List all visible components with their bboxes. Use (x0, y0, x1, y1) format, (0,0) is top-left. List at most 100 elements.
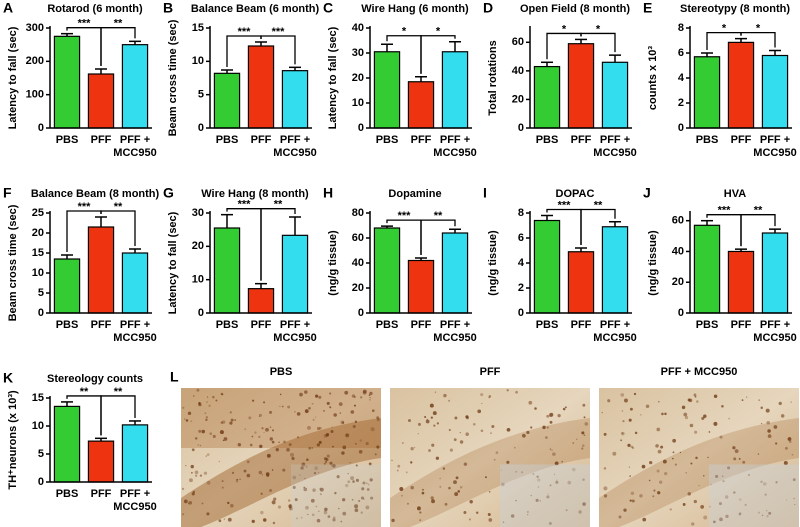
cell-speck (506, 460, 510, 464)
cell-speck (229, 411, 232, 414)
bar (441, 232, 469, 314)
significance-label: ** (80, 386, 89, 398)
cell-speck (757, 453, 760, 455)
significance-label: * (722, 23, 727, 35)
cell-speck (710, 483, 712, 486)
y-tick-label: 20 (512, 93, 524, 105)
cell-speck (448, 399, 451, 402)
cell-speck (198, 429, 202, 433)
cell-speck (565, 509, 568, 512)
cell-speck (315, 505, 318, 508)
significance-label: *** (558, 199, 572, 211)
cell-speck (349, 461, 351, 464)
cell-speck (326, 401, 330, 405)
bar (693, 224, 721, 314)
cell-speck (607, 399, 611, 403)
cell-speck (500, 469, 502, 471)
cell-speck (459, 485, 463, 489)
cell-speck (732, 446, 736, 450)
cell-speck (345, 433, 350, 438)
bar (373, 51, 401, 129)
x-tick-label: PFF + (280, 134, 310, 146)
x-tick-label: PFF + (760, 134, 790, 146)
cell-speck (741, 399, 744, 401)
cell-speck (294, 498, 298, 502)
cell-speck (336, 475, 340, 479)
cell-speck (463, 462, 468, 466)
cell-speck (272, 521, 276, 525)
x-tick-label: PFF + (120, 488, 150, 500)
x-tick-label: MCC950 (593, 147, 636, 159)
micrograph-haze (500, 464, 590, 527)
y-tick-label: 5 (38, 287, 44, 299)
cell-speck (338, 402, 343, 407)
x-tick-label: PFF (411, 319, 432, 331)
cell-speck (209, 432, 213, 435)
cell-speck (269, 410, 273, 414)
significance-label: ** (114, 18, 123, 30)
bar (247, 45, 275, 129)
cell-speck (510, 514, 515, 518)
cell-speck (307, 513, 309, 516)
micrograph-haze (709, 464, 799, 527)
cell-speck (306, 458, 309, 461)
y-axis-label: Latency to fall (sec) (167, 211, 179, 314)
cell-speck (199, 444, 202, 447)
micrograph-shade (181, 388, 381, 448)
y-tick-label: 0 (358, 122, 364, 134)
cell-speck (259, 444, 263, 449)
cell-speck (402, 442, 404, 444)
cell-speck (345, 483, 349, 488)
cell-speck (430, 496, 434, 500)
cell-speck (685, 472, 687, 474)
cell-speck (439, 485, 442, 488)
cell-speck (291, 456, 295, 461)
cell-speck (434, 391, 437, 393)
cell-speck (331, 426, 333, 428)
y-tick-label: 8 (518, 207, 524, 219)
cell-speck (184, 418, 186, 420)
cell-speck (301, 462, 306, 467)
cell-speck (658, 480, 663, 484)
y-axis-label: Latency to fall (sec) (7, 26, 19, 129)
cell-speck (459, 432, 461, 434)
cell-speck (352, 480, 355, 483)
bar (53, 405, 81, 483)
x-tick-label: MCC950 (113, 147, 156, 159)
cell-speck (288, 504, 293, 509)
x-tick-label: MCC950 (273, 332, 316, 344)
cell-speck (292, 485, 296, 489)
cell-speck (548, 521, 552, 525)
significance-label: *** (398, 210, 412, 222)
chart-title: Open Field (8 month) (520, 3, 630, 15)
cell-speck (463, 510, 467, 514)
bar (281, 234, 309, 314)
cell-speck (733, 457, 737, 461)
bar (567, 43, 595, 129)
cell-speck (488, 491, 491, 493)
y-tick-label: 40 (512, 65, 524, 77)
cell-speck (532, 473, 535, 475)
bar (441, 51, 469, 129)
panel-letter: G (163, 185, 174, 201)
cell-speck (215, 399, 218, 402)
cell-speck (198, 401, 201, 405)
significance-label: * (402, 26, 407, 38)
cell-speck (269, 426, 272, 429)
cell-speck (295, 517, 299, 520)
cell-speck (561, 460, 564, 463)
cell-speck (182, 513, 185, 516)
cell-speck (413, 446, 416, 449)
cell-speck (557, 413, 561, 418)
cell-speck (341, 421, 345, 424)
bar (761, 54, 789, 129)
significance-label: * (436, 26, 441, 38)
significance-label: *** (238, 26, 252, 38)
cell-speck (432, 411, 437, 416)
cell-speck (350, 476, 355, 481)
y-tick-label: 2 (678, 97, 684, 109)
bar (87, 226, 115, 314)
micrograph-band (390, 418, 590, 527)
x-tick-label: PFF (91, 319, 112, 331)
cell-speck (221, 393, 224, 396)
